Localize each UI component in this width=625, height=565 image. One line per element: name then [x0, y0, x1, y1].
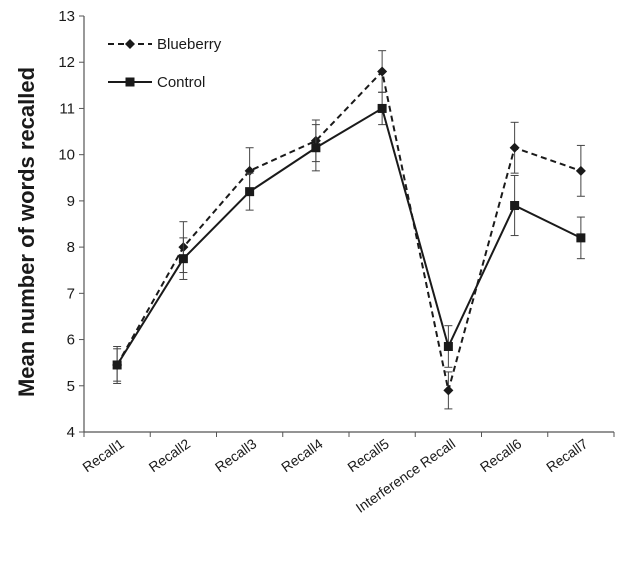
data-point: [245, 187, 255, 197]
x-tick-label: Recall1: [79, 435, 127, 475]
data-point: [509, 142, 520, 153]
data-point: [443, 341, 453, 351]
x-tick-labels: Recall1 Recall2 Recall3 Recall4 Recall5Inter…: [79, 435, 590, 516]
axes: [79, 15, 615, 437]
legend-label: Blueberry: [157, 36, 222, 53]
series-control: [112, 91, 586, 384]
y-tick-label: 9: [67, 193, 75, 210]
y-tick-label: 6: [67, 332, 75, 349]
series-line: [116, 106, 582, 366]
legend: Blueberry Control: [108, 36, 222, 91]
x-tick-label: Recall2: [146, 435, 194, 475]
x-tick-label: Recall7: [543, 435, 591, 475]
data-point: [377, 66, 388, 77]
series-line: [116, 69, 582, 391]
y-tick-label: 7: [67, 285, 75, 302]
data-point: [377, 103, 387, 113]
data-point: [443, 385, 454, 396]
y-axis-label: Mean number of words recalled: [14, 67, 39, 397]
y-tick-label: 4: [67, 424, 75, 441]
x-tick-label: Recall5: [344, 435, 392, 475]
legend-label: Control: [157, 74, 205, 91]
y-tick-label: 13: [58, 8, 75, 25]
legend-item-blueberry: Blueberry: [108, 36, 222, 53]
x-tick-label: Recall6: [477, 435, 525, 475]
legend-item-control: Control: [108, 74, 205, 91]
series-group: [112, 50, 586, 410]
data-point: [178, 254, 188, 264]
y-tick-label: 12: [58, 54, 75, 71]
data-point: [576, 233, 586, 243]
y-tick-labels: 4 5 6 7 8 9 10 11 12 13: [58, 8, 75, 441]
data-point: [311, 143, 321, 153]
data-point: [510, 201, 520, 211]
y-tick-label: 8: [67, 239, 75, 256]
legend-marker: [125, 39, 135, 49]
y-tick-label: 10: [58, 147, 75, 164]
x-tick-label: Recall4: [278, 435, 326, 475]
legend-marker: [125, 77, 135, 87]
x-tick-label: Recall3: [212, 435, 260, 475]
data-point: [575, 165, 586, 176]
y-tick-label: 5: [67, 378, 75, 395]
data-point: [112, 360, 122, 370]
y-tick-label: 11: [59, 100, 75, 117]
